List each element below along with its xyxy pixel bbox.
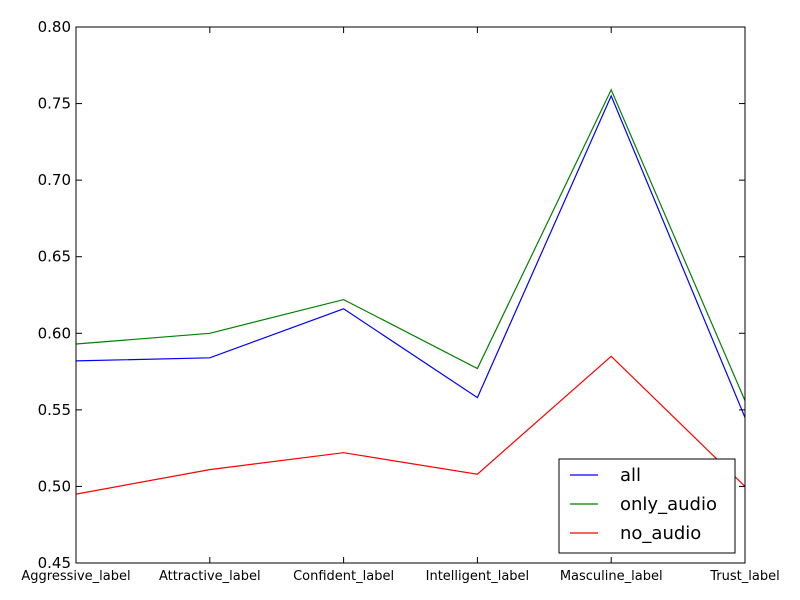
y-tick-label: 0.45 bbox=[38, 554, 71, 572]
x-tick-label: Attractive_label bbox=[159, 569, 261, 584]
y-tick-label: 0.65 bbox=[38, 248, 71, 266]
series-line-only_audio bbox=[76, 88, 745, 401]
y-tick-label: 0.60 bbox=[38, 324, 71, 342]
y-tick-label: 0.50 bbox=[38, 477, 71, 495]
y-tick-label: 0.70 bbox=[38, 171, 71, 189]
series-line-no_audio bbox=[76, 355, 745, 495]
y-tick-label: 0.55 bbox=[38, 401, 71, 419]
x-tick-label: Aggressive_label bbox=[21, 569, 130, 584]
legend-label-all: all bbox=[620, 465, 641, 486]
legend-label-no_audio: no_audio bbox=[620, 523, 701, 544]
legend-label-only_audio: only_audio bbox=[620, 494, 717, 515]
x-tick-label: Intelligent_label bbox=[426, 569, 530, 584]
x-tick-label: Confident_label bbox=[293, 569, 394, 584]
y-tick-label: 0.80 bbox=[38, 18, 71, 36]
series-line-all bbox=[76, 94, 745, 418]
series-layer bbox=[76, 88, 745, 495]
x-tick-label: Trust_label bbox=[709, 569, 779, 584]
plot-frame bbox=[75, 26, 746, 564]
y-tick-label: 0.75 bbox=[38, 95, 71, 113]
x-axis: Aggressive_label Attractive_label Confiden… bbox=[21, 27, 780, 584]
x-tick-label: Masculine_label bbox=[560, 569, 663, 584]
y-axis: 0.45 0.50 0.55 0.60 0.65 0.70 0.75 0.80 bbox=[38, 18, 745, 572]
legend: all only_audio no_audio bbox=[558, 458, 736, 554]
